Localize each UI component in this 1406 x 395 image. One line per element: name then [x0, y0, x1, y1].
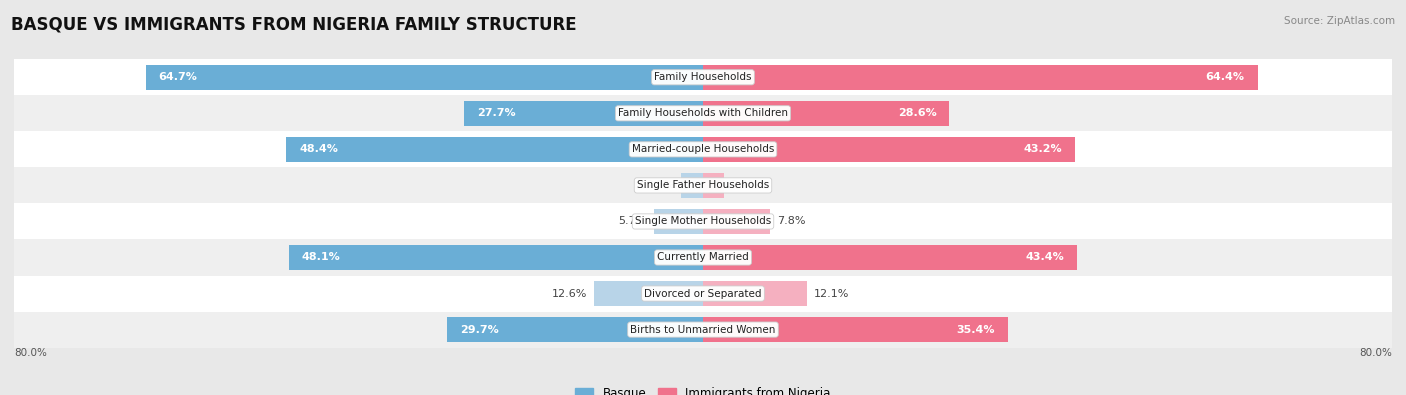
Text: Source: ZipAtlas.com: Source: ZipAtlas.com [1284, 16, 1395, 26]
Text: 80.0%: 80.0% [14, 348, 46, 357]
Legend: Basque, Immigrants from Nigeria: Basque, Immigrants from Nigeria [571, 383, 835, 395]
FancyBboxPatch shape [14, 167, 1392, 203]
Text: 64.7%: 64.7% [159, 72, 198, 82]
Bar [682, 173, 703, 198]
Bar [447, 317, 703, 342]
Text: 2.5%: 2.5% [647, 181, 675, 190]
Bar [703, 245, 1077, 270]
Bar [288, 245, 703, 270]
Text: BASQUE VS IMMIGRANTS FROM NIGERIA FAMILY STRUCTURE: BASQUE VS IMMIGRANTS FROM NIGERIA FAMILY… [11, 16, 576, 34]
Text: 35.4%: 35.4% [956, 325, 995, 335]
Text: Divorced or Separated: Divorced or Separated [644, 288, 762, 299]
Bar [703, 209, 770, 234]
Bar [595, 281, 703, 306]
Bar [703, 173, 724, 198]
Bar [287, 137, 703, 162]
Text: 7.8%: 7.8% [778, 216, 806, 226]
Bar [703, 101, 949, 126]
Text: 28.6%: 28.6% [897, 108, 936, 118]
Bar [703, 317, 1008, 342]
Bar [654, 209, 703, 234]
FancyBboxPatch shape [14, 276, 1392, 312]
FancyBboxPatch shape [14, 131, 1392, 167]
Bar [146, 65, 703, 90]
Text: Family Households: Family Households [654, 72, 752, 82]
FancyBboxPatch shape [14, 59, 1392, 95]
Bar [703, 281, 807, 306]
Text: 43.4%: 43.4% [1025, 252, 1064, 263]
Bar [464, 101, 703, 126]
Text: 5.7%: 5.7% [619, 216, 647, 226]
Text: 48.4%: 48.4% [299, 144, 337, 154]
Bar [703, 137, 1076, 162]
Text: Single Father Households: Single Father Households [637, 181, 769, 190]
Text: 12.1%: 12.1% [814, 288, 849, 299]
FancyBboxPatch shape [14, 239, 1392, 276]
Text: 12.6%: 12.6% [553, 288, 588, 299]
Text: 43.2%: 43.2% [1024, 144, 1062, 154]
Text: 2.4%: 2.4% [731, 181, 759, 190]
Text: Currently Married: Currently Married [657, 252, 749, 263]
FancyBboxPatch shape [14, 312, 1392, 348]
Text: Single Mother Households: Single Mother Households [636, 216, 770, 226]
Text: 48.1%: 48.1% [302, 252, 340, 263]
Text: 27.7%: 27.7% [478, 108, 516, 118]
Text: 80.0%: 80.0% [1360, 348, 1392, 357]
FancyBboxPatch shape [14, 95, 1392, 131]
Text: 29.7%: 29.7% [460, 325, 499, 335]
Bar [703, 65, 1257, 90]
Text: Married-couple Households: Married-couple Households [631, 144, 775, 154]
Text: 64.4%: 64.4% [1206, 72, 1244, 82]
Text: Births to Unmarried Women: Births to Unmarried Women [630, 325, 776, 335]
FancyBboxPatch shape [14, 203, 1392, 239]
Text: Family Households with Children: Family Households with Children [619, 108, 787, 118]
